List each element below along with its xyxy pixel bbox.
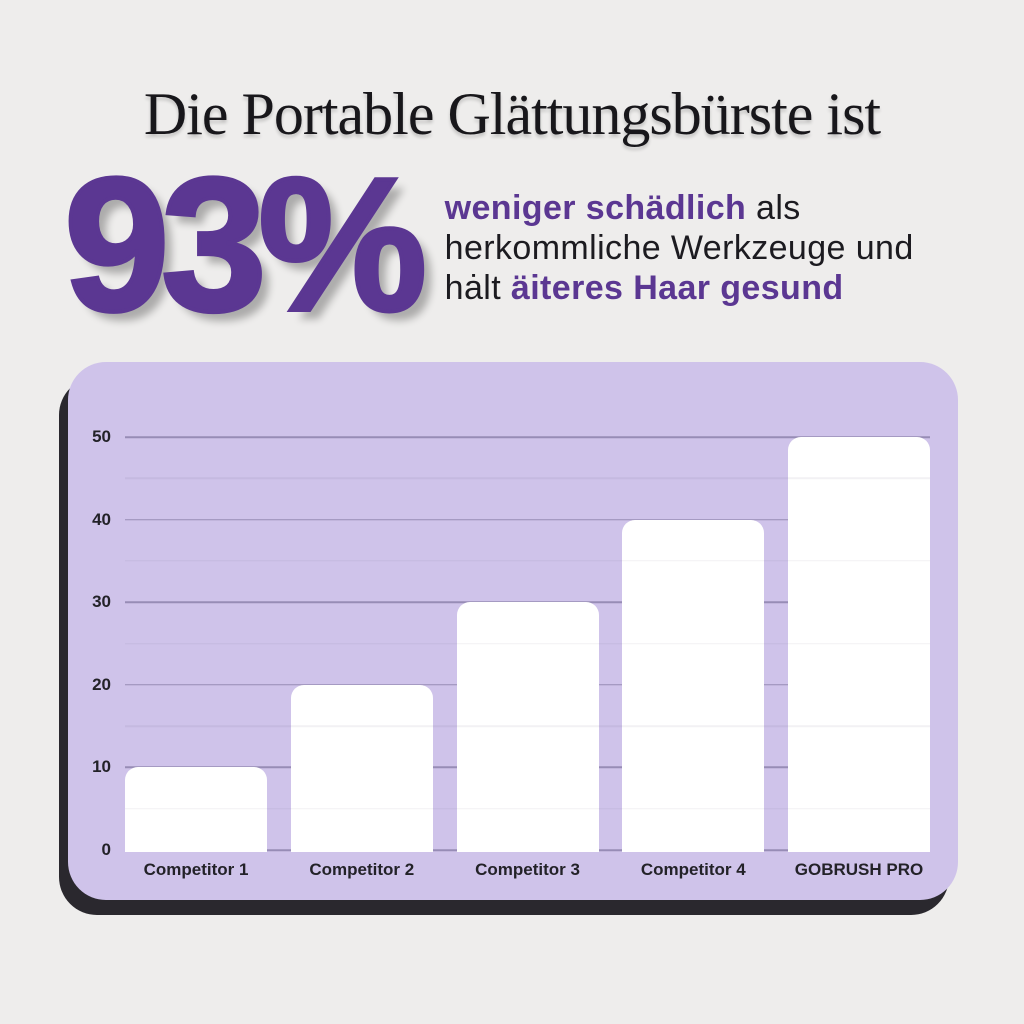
bar-competitor-3 xyxy=(456,602,599,852)
stat-line2-regular: herkommliche Werkzeuge und xyxy=(444,229,914,267)
stat-line-2: herkommliche Werkzeuge und xyxy=(445,228,914,268)
bar-competitor-2 xyxy=(290,684,433,852)
stat-line1-regular: als xyxy=(746,189,801,227)
x-category-label: GOBRUSH PRO xyxy=(794,860,924,879)
minor-gridline-15 xyxy=(125,725,930,727)
minor-gridline-5 xyxy=(125,807,930,810)
stat-line3-regular: hȧlt xyxy=(444,269,511,307)
stat-section: 93% weniger schädlich als herkommliche W… xyxy=(62,139,974,351)
x-category-label: Competitor 2 xyxy=(309,860,415,879)
stat-line3-highlight: äiteres Haar gesund xyxy=(510,269,844,307)
gridline-30 xyxy=(125,601,930,603)
minor-gridline-25 xyxy=(125,642,930,645)
x-category-label: Competitor 4 xyxy=(640,860,746,879)
plot-area: 0 10 20 30 40 50 Competitor 1 Competitor 2 Compe… xyxy=(92,427,930,879)
bar-competitor-1 xyxy=(125,767,267,852)
y-tick-label-30: 30 xyxy=(92,592,111,612)
chart-panel: 0 10 20 30 40 50 Competitor 1 Competitor 2 Compe… xyxy=(68,362,958,900)
stat-line-1: weniger schädlich als xyxy=(445,188,914,228)
stat-description: weniger schädlich als herkommliche Werkz… xyxy=(445,188,914,308)
page-title: Die Portable Glättungsbürste ist xyxy=(143,81,881,147)
minor-gridline-35 xyxy=(125,560,930,562)
y-tick-label-10: 10 xyxy=(92,757,111,777)
stat-value: 93% xyxy=(62,139,429,351)
y-tick-label-20: 20 xyxy=(92,674,111,694)
x-category-label: Competitor 1 xyxy=(143,860,249,879)
bar-gobrush-pro xyxy=(788,437,930,852)
bar-competitor-4 xyxy=(622,519,765,852)
gridline-40 xyxy=(125,518,930,521)
gridline-50 xyxy=(125,436,930,438)
minor-gridline-45 xyxy=(125,477,930,480)
x-category-label: Competitor 3 xyxy=(475,860,580,879)
y-tick-label-0: 0 xyxy=(101,840,111,859)
stat-line1-highlight: weniger schädlich xyxy=(444,189,747,227)
y-tick-label-50: 50 xyxy=(92,427,111,446)
stat-line-3: hȧlt äiteres Haar gesund xyxy=(445,268,914,308)
y-tick-label-40: 40 xyxy=(92,509,111,529)
